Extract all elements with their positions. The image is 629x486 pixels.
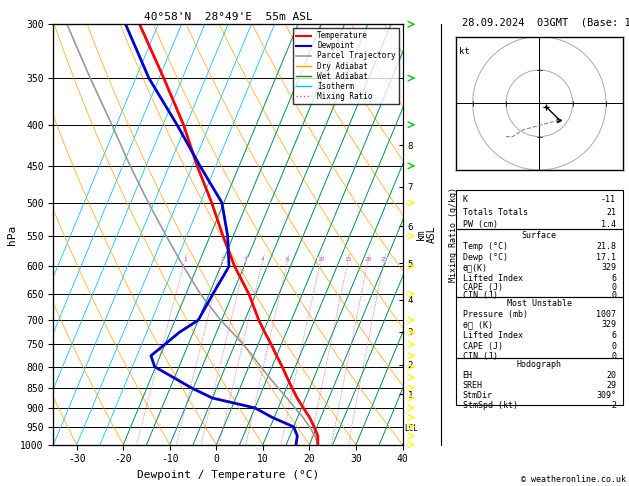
Text: LCL: LCL bbox=[404, 424, 418, 433]
Text: 3: 3 bbox=[244, 257, 248, 262]
Y-axis label: hPa: hPa bbox=[8, 225, 18, 244]
Text: 25: 25 bbox=[381, 257, 388, 262]
Text: 21.8: 21.8 bbox=[596, 242, 616, 251]
Text: 21: 21 bbox=[606, 208, 616, 217]
Title: 40°58'N  28°49'E  55m ASL: 40°58'N 28°49'E 55m ASL bbox=[143, 12, 313, 22]
Text: Hodograph: Hodograph bbox=[517, 360, 562, 369]
Text: Lifted Index: Lifted Index bbox=[463, 331, 523, 340]
Text: © weatheronline.co.uk: © weatheronline.co.uk bbox=[521, 474, 626, 484]
Text: 0: 0 bbox=[611, 352, 616, 361]
Text: PW (cm): PW (cm) bbox=[463, 220, 498, 229]
Text: θᴇ (K): θᴇ (K) bbox=[463, 320, 493, 330]
Text: K: K bbox=[463, 195, 468, 204]
Text: 2: 2 bbox=[611, 401, 616, 410]
Text: -11: -11 bbox=[601, 195, 616, 204]
Text: 0: 0 bbox=[611, 342, 616, 351]
Text: 15: 15 bbox=[345, 257, 352, 262]
Text: Totals Totals: Totals Totals bbox=[463, 208, 528, 217]
Bar bbox=[456, 229, 623, 296]
Text: Dewp (°C): Dewp (°C) bbox=[463, 253, 508, 261]
Text: Temp (°C): Temp (°C) bbox=[463, 242, 508, 251]
Text: θᴇ(K): θᴇ(K) bbox=[463, 263, 487, 272]
Text: CIN (J): CIN (J) bbox=[463, 352, 498, 361]
Text: CAPE (J): CAPE (J) bbox=[463, 283, 503, 292]
Text: 329: 329 bbox=[601, 263, 616, 272]
Y-axis label: Mixing Ratio (g/kg): Mixing Ratio (g/kg) bbox=[449, 187, 458, 282]
Bar bbox=[456, 190, 623, 229]
Text: 4: 4 bbox=[261, 257, 265, 262]
Text: kt: kt bbox=[459, 47, 470, 55]
Text: 329: 329 bbox=[601, 320, 616, 330]
Text: SREH: SREH bbox=[463, 381, 482, 390]
X-axis label: Dewpoint / Temperature (°C): Dewpoint / Temperature (°C) bbox=[137, 470, 319, 480]
Legend: Temperature, Dewpoint, Parcel Trajectory, Dry Adiabat, Wet Adiabat, Isotherm, Mi: Temperature, Dewpoint, Parcel Trajectory… bbox=[292, 28, 399, 104]
Text: 20: 20 bbox=[365, 257, 372, 262]
Text: Surface: Surface bbox=[522, 231, 557, 240]
Text: 6: 6 bbox=[611, 274, 616, 283]
Text: Lifted Index: Lifted Index bbox=[463, 274, 523, 283]
Text: 1007: 1007 bbox=[596, 310, 616, 318]
Text: 6: 6 bbox=[286, 257, 290, 262]
Text: StmDir: StmDir bbox=[463, 391, 493, 400]
Text: 28.09.2024  03GMT  (Base: 18): 28.09.2024 03GMT (Base: 18) bbox=[462, 17, 629, 27]
Text: 20: 20 bbox=[606, 371, 616, 380]
Text: StmSpd (kt): StmSpd (kt) bbox=[463, 401, 518, 410]
Text: CIN (J): CIN (J) bbox=[463, 291, 498, 300]
Text: 309°: 309° bbox=[596, 391, 616, 400]
Text: 1: 1 bbox=[183, 257, 187, 262]
Text: 0: 0 bbox=[611, 291, 616, 300]
Y-axis label: km
ASL: km ASL bbox=[416, 226, 437, 243]
Text: 0: 0 bbox=[611, 283, 616, 292]
Text: 1.4: 1.4 bbox=[601, 220, 616, 229]
Bar bbox=[456, 358, 623, 405]
Text: 10: 10 bbox=[317, 257, 325, 262]
Text: 29: 29 bbox=[606, 381, 616, 390]
Text: 6: 6 bbox=[611, 331, 616, 340]
Text: CAPE (J): CAPE (J) bbox=[463, 342, 503, 351]
Text: 2: 2 bbox=[221, 257, 225, 262]
Text: 17.1: 17.1 bbox=[596, 253, 616, 261]
Text: Pressure (mb): Pressure (mb) bbox=[463, 310, 528, 318]
Text: EH: EH bbox=[463, 371, 472, 380]
Text: Most Unstable: Most Unstable bbox=[507, 298, 572, 308]
Bar bbox=[456, 296, 623, 358]
